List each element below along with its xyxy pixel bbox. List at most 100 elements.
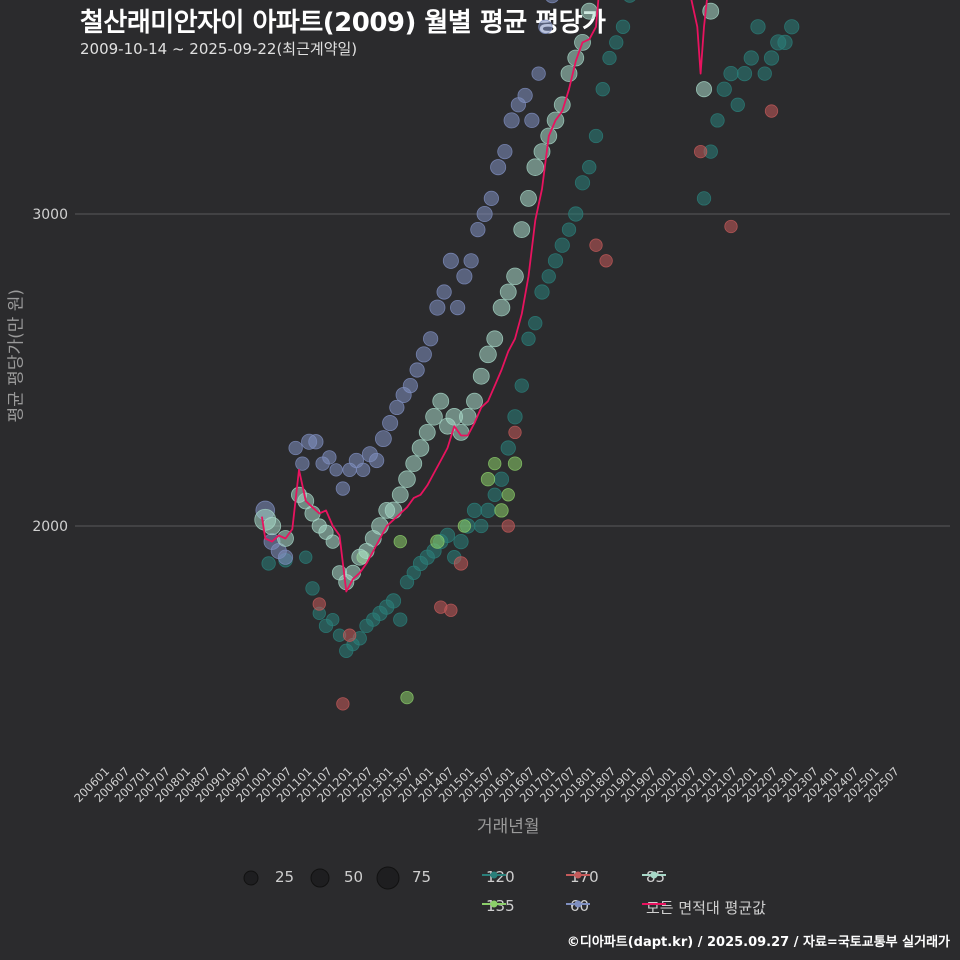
- size-legend-label-75: 75: [412, 868, 432, 886]
- data-point-170: [764, 104, 779, 118]
- data-point-60: [476, 205, 493, 223]
- data-point-85: [492, 298, 511, 317]
- data-point-170: [312, 597, 326, 611]
- data-point-170: [342, 628, 357, 642]
- data-point-60: [374, 430, 392, 448]
- legend-swatch-average: [642, 903, 666, 905]
- data-point-60: [389, 399, 405, 416]
- point-layer: [254, 0, 800, 711]
- data-point-135: [400, 690, 414, 705]
- data-point-120: [736, 65, 753, 82]
- data-point-120: [487, 487, 502, 502]
- data-point-120: [493, 471, 510, 487]
- data-point-60: [402, 377, 418, 394]
- data-point-60: [308, 434, 324, 450]
- data-point-120: [480, 502, 496, 519]
- y-tick-layer: 2000300040005000: [32, 207, 68, 535]
- data-point-60: [369, 452, 385, 469]
- data-point-85: [325, 534, 340, 549]
- data-point-120: [624, 0, 636, 3]
- data-point-120: [609, 35, 624, 50]
- data-point-85: [384, 501, 403, 520]
- data-point-170: [724, 219, 738, 234]
- x-tick-layer: 2006012006072007012007072008012008072009…: [71, 764, 902, 805]
- y-tick-label: 2000: [32, 519, 68, 535]
- data-point-170: [508, 425, 522, 440]
- data-point-120: [730, 97, 745, 112]
- legend-swatch-135: [482, 900, 506, 908]
- data-point-120: [500, 440, 516, 456]
- data-point-85: [580, 2, 598, 20]
- data-point-170: [589, 238, 603, 252]
- data-point-60: [382, 415, 399, 432]
- data-point-60: [277, 549, 294, 565]
- size-legend-dot-large: [376, 866, 400, 890]
- legend-item-60[interactable]: 60: [564, 897, 590, 915]
- data-point-120: [514, 378, 529, 393]
- data-point-60: [531, 66, 546, 81]
- data-point-135: [480, 472, 496, 487]
- data-point-120: [305, 581, 320, 596]
- data-point-120: [574, 175, 591, 191]
- x-axis-label: 거래년월: [477, 817, 540, 837]
- legend-item-120[interactable]: 120: [480, 868, 515, 886]
- data-point-60: [423, 331, 439, 347]
- data-point-85: [432, 392, 450, 410]
- data-point-120: [385, 593, 402, 609]
- data-point-120: [474, 518, 489, 534]
- legend-label-average: 모든 면적대 평균값: [646, 899, 766, 917]
- data-point-85: [526, 158, 545, 176]
- legend-item-135[interactable]: 135: [480, 897, 515, 915]
- data-point-120: [466, 502, 483, 519]
- data-point-120: [757, 66, 772, 81]
- data-point-60: [490, 159, 507, 176]
- data-point-120: [299, 550, 313, 564]
- data-point-60: [335, 481, 351, 496]
- data-point-120: [723, 65, 739, 82]
- data-point-120: [696, 191, 712, 206]
- data-point-120: [710, 113, 725, 128]
- data-point-60: [456, 268, 473, 285]
- size-legend-markers: [243, 866, 400, 890]
- data-point-60: [329, 463, 343, 477]
- data-point-85: [466, 392, 483, 410]
- data-point-120: [261, 556, 276, 571]
- data-point-85: [411, 439, 430, 457]
- data-point-120: [393, 612, 408, 627]
- data-point-135: [501, 488, 515, 502]
- data-point-120: [554, 237, 570, 253]
- y-tick-label: 3000: [32, 207, 68, 223]
- chart-subtitle: 2009-10-14 ~ 2025-09-22(최근계약일): [80, 40, 358, 58]
- data-point-120: [528, 316, 543, 331]
- data-point-120: [743, 50, 759, 66]
- data-point-120: [763, 50, 780, 66]
- legend-swatch-170: [566, 871, 590, 879]
- data-point-60: [545, 0, 559, 4]
- data-point-85: [418, 423, 436, 441]
- data-point-170: [444, 603, 458, 617]
- data-point-85: [486, 330, 504, 348]
- average-line-layer: [261, 0, 708, 593]
- data-point-85: [567, 49, 585, 67]
- legend-item-170[interactable]: 170: [564, 868, 599, 886]
- legend-item-85[interactable]: 85: [640, 868, 666, 886]
- chart-title: 철산래미안자이 아파트(2009) 월별 평균 평당가: [80, 8, 606, 38]
- data-point-85: [472, 367, 490, 385]
- data-point-120: [326, 612, 340, 627]
- data-point-85: [458, 408, 477, 426]
- data-point-60: [288, 440, 303, 456]
- data-point-60: [429, 299, 446, 316]
- data-point-120: [588, 128, 604, 144]
- data-point-120: [453, 533, 469, 550]
- data-point-170: [336, 697, 350, 711]
- data-point-60: [450, 299, 466, 316]
- size-legend-label-25: 25: [275, 868, 295, 886]
- data-point-120: [615, 19, 631, 34]
- legend-item-average[interactable]: 모든 면적대 평균값: [640, 897, 766, 918]
- data-point-60: [470, 221, 486, 238]
- data-point-120: [582, 160, 597, 175]
- legend-swatch-120: [482, 871, 506, 879]
- size-legend-dot-medium: [310, 868, 330, 888]
- data-point-85: [520, 189, 537, 207]
